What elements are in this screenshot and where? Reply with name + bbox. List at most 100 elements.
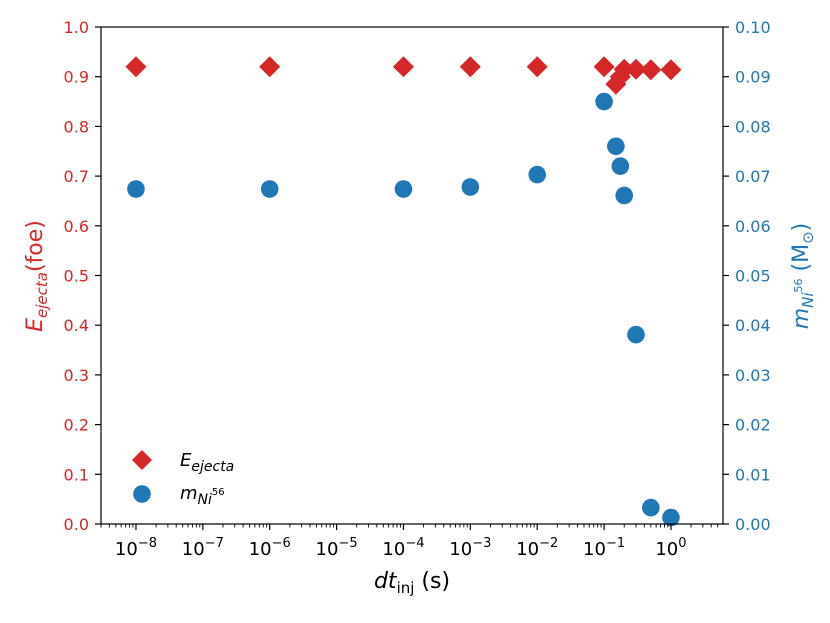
nickel-mass-point	[127, 180, 145, 198]
x-tick-exponent: −7	[205, 536, 224, 551]
x-tick-base: 10	[316, 539, 339, 560]
left-y-title-unit: (foe)	[23, 220, 48, 272]
x-tick-label: 10−1	[583, 536, 625, 560]
right-y-tick-label: 0.10	[735, 18, 771, 37]
left-y-tick-label: 0.7	[64, 167, 89, 186]
legend-label-ejecta: Eejecta	[180, 450, 234, 475]
x-tick-base: 10	[583, 539, 606, 560]
nickel-mass-point	[461, 178, 480, 196]
x-tick-label: 10−5	[316, 536, 358, 560]
x-tick-label: 10−2	[516, 536, 558, 560]
left-y-title-main: E	[23, 318, 48, 332]
x-axis-title-main: dt	[374, 569, 398, 594]
x-tick-label: 100	[655, 536, 686, 560]
nickel-mass-point	[611, 157, 630, 175]
left-y-tick-label: 0.1	[64, 465, 89, 484]
ejecta-energy-point	[526, 56, 548, 78]
right-y-tick-label: 0.03	[735, 366, 771, 385]
nickel-mass-point	[662, 508, 680, 527]
x-tick-base: 10	[382, 539, 405, 560]
x-tick-base: 10	[182, 539, 205, 560]
left-y-tick-label: 0.4	[64, 316, 89, 335]
x-tick-label: 10−3	[449, 536, 491, 560]
legend-label-nickel: mNi56	[180, 483, 225, 508]
nickel-mass-point	[394, 180, 413, 198]
ejecta-energy-point	[125, 56, 147, 78]
left-y-tick-label: 0.8	[64, 117, 89, 136]
left-y-tick-label: 0.6	[64, 217, 89, 236]
chart-legend: Eejecta mNi56	[132, 450, 234, 508]
x-tick-exponent: −5	[338, 536, 357, 551]
right-y-title-sub: Ni	[799, 292, 817, 308]
left-y-axis-title: Eejecta(foe)	[23, 220, 51, 332]
x-axis-title: dtinj (s)	[374, 569, 450, 597]
nickel-mass-point	[607, 137, 625, 156]
right-y-tick-label: 0.00	[735, 515, 771, 534]
nickel-mass-point	[595, 92, 613, 111]
ejecta-energy-markers	[125, 56, 682, 95]
ejecta-energy-point	[613, 58, 635, 80]
legend-diamond-marker	[132, 450, 152, 470]
x-tick-base: 10	[249, 539, 272, 560]
ejecta-energy-point	[459, 56, 481, 78]
right-y-title-unit: (M	[789, 244, 814, 279]
ejecta-energy-point	[660, 59, 682, 81]
x-tick-label: 10−7	[182, 536, 224, 560]
right-y-tick-label: 0.05	[735, 267, 771, 286]
ejecta-energy-point	[640, 59, 662, 81]
x-axis-title-sub: inj	[397, 579, 415, 597]
x-tick-exponent: −6	[272, 536, 291, 551]
ejecta-energy-point	[625, 58, 647, 80]
x-tick-exponent: 0	[678, 536, 686, 551]
left-y-tick-label: 1.0	[64, 18, 89, 37]
nickel-mass-point	[528, 165, 547, 184]
left-y-title-sub: ejecta	[33, 272, 51, 318]
right-y-title-unit-close: )	[789, 223, 814, 232]
x-tick-exponent: −8	[138, 536, 157, 551]
x-tick-exponent: −1	[606, 536, 625, 551]
x-tick-exponent: −3	[472, 536, 491, 551]
x-axis-title-unit: (s)	[414, 569, 450, 594]
right-y-tick-label: 0.09	[735, 68, 771, 87]
right-y-title-main: m	[789, 308, 814, 329]
nickel-mass-point	[642, 498, 660, 517]
ejecta-energy-point	[392, 56, 414, 78]
x-tick-label: 10−6	[249, 536, 291, 560]
right-y-axis-title: mNi56 (M⊙)	[789, 223, 817, 330]
x-tick-label: 10−8	[115, 536, 157, 560]
legend-ejecta-sub: ejecta	[191, 459, 234, 475]
right-y-tick-label: 0.04	[735, 316, 771, 335]
ejecta-energy-point	[259, 56, 281, 78]
x-tick-exponent: −2	[539, 536, 558, 551]
right-y-title-sup: 56	[792, 278, 805, 292]
nickel-mass-markers	[127, 92, 680, 527]
legend-nickel-sub: Ni	[198, 492, 212, 508]
nickel-mass-point	[627, 325, 645, 344]
plot-frame	[100, 26, 724, 525]
legend-nickel-sup: 56	[212, 487, 225, 498]
x-tick-base: 10	[449, 539, 472, 560]
x-tick-label: 10−4	[382, 536, 424, 560]
right-y-tick-label: 0.06	[735, 217, 771, 236]
left-y-tick-label: 0.2	[64, 416, 89, 435]
left-y-tick-label: 0.9	[64, 68, 89, 87]
x-tick-exponent: −4	[405, 536, 424, 551]
nickel-mass-point	[615, 186, 634, 205]
x-tick-base: 10	[655, 539, 678, 560]
x-tick-base: 10	[516, 539, 539, 560]
legend-ejecta-main: E	[180, 450, 192, 471]
right-y-tick-label: 0.02	[735, 416, 771, 435]
right-y-tick-label: 0.08	[735, 117, 771, 136]
legend-circle-marker	[133, 485, 151, 503]
legend-nickel-main: m	[180, 483, 198, 504]
left-y-tick-label: 0.5	[64, 267, 89, 286]
x-tick-base: 10	[115, 539, 138, 560]
chart-axes: 10−8 10−7 10−6 10−5 10−4 10−3 10−2 10−1 1000.00.…	[23, 18, 817, 597]
nickel-mass-point	[260, 180, 279, 198]
right-y-title-unit-sub: ⊙	[799, 231, 817, 244]
ejecta-energy-point	[593, 56, 615, 78]
right-y-tick-label: 0.01	[735, 465, 771, 484]
left-y-tick-label: 0.3	[64, 366, 89, 385]
left-y-tick-label: 0.0	[64, 515, 89, 534]
